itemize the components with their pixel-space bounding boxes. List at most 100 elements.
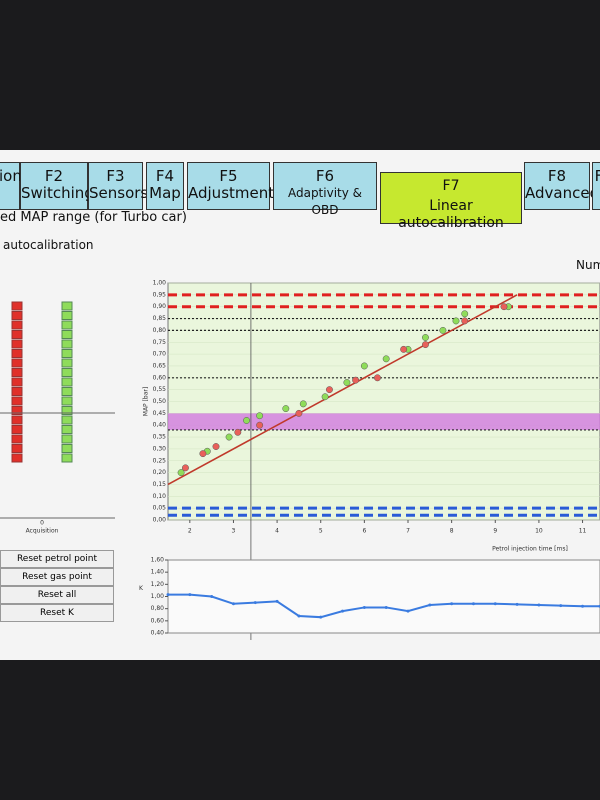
green-indicator: [61, 453, 73, 463]
k-point: [581, 604, 585, 608]
data-point: [461, 317, 469, 325]
data-point: [256, 421, 264, 429]
tab[interactable]: F6 Adaptivity & OBD: [273, 162, 377, 217]
red-indicator: [11, 396, 23, 406]
y-tick-label: 0,15: [153, 481, 167, 488]
y-tick-label: 0,20: [153, 469, 167, 476]
y-tick-label: 0,80: [153, 327, 167, 334]
k-point: [188, 593, 192, 597]
right-label: Num: [576, 258, 600, 272]
x-tick-label: 9: [493, 528, 497, 535]
fit-line: [167, 294, 518, 486]
reset-button[interactable]: Reset petrol point: [0, 550, 114, 568]
data-point: [500, 303, 508, 311]
y-tick-label: 0,35: [153, 434, 167, 441]
tab-key: F6: [315, 167, 335, 185]
data-point: [177, 469, 185, 477]
green-indicator: [61, 368, 73, 377]
k-point: [297, 614, 301, 618]
y-tick-label: 0,60: [151, 617, 165, 624]
red-indicator: [11, 320, 23, 330]
green-indicator: [61, 377, 73, 387]
y-tick-label: 0,25: [153, 457, 167, 464]
red-indicator: [11, 368, 23, 377]
y-tick-label: 0,80: [151, 605, 165, 612]
tab-label: F: [594, 167, 600, 185]
reset-button[interactable]: Reset gas point: [0, 568, 114, 586]
tab-key: F3: [106, 167, 125, 185]
green-indicator: [61, 358, 73, 368]
data-point: [352, 376, 360, 384]
x-tick-label: 2: [188, 528, 192, 535]
data-point: [295, 409, 303, 417]
k-point: [210, 595, 214, 598]
data-point: [282, 405, 290, 413]
data-point: [461, 310, 469, 318]
red-indicator: [11, 349, 23, 358]
green-indicator: [61, 415, 73, 425]
green-indicator: [61, 406, 73, 415]
y-tick-label: 1,20: [151, 581, 165, 588]
k-point: [471, 602, 475, 606]
tab-label: ion: [0, 167, 22, 185]
y-tick-label: 1,00: [151, 593, 165, 600]
y-tick-label: 0,60: [153, 374, 167, 381]
data-point: [439, 326, 447, 334]
data-point: [234, 428, 242, 436]
red-indicator: [11, 406, 23, 415]
k-point: [166, 593, 170, 597]
y-tick-label: 1,40: [151, 569, 165, 576]
y-tick-label: 0,95: [153, 291, 167, 298]
tab-label: Adjustments: [188, 184, 282, 202]
y-tick-label: 0,05: [153, 505, 167, 512]
section-title: autocalibration: [3, 238, 94, 252]
data-point: [326, 386, 333, 394]
data-point: [321, 393, 329, 401]
tab[interactable]: F2 Switching: [20, 162, 94, 210]
y-tick-label: 0,90: [153, 303, 167, 310]
tab[interactable]: F8 Advanced: [524, 162, 599, 210]
tab-label: Switching: [21, 184, 94, 202]
y-tick-label: 0,00: [153, 517, 167, 524]
k-point: [275, 599, 279, 603]
green-indicator: [61, 349, 73, 358]
data-point: [452, 317, 460, 325]
reset-button[interactable]: Reset K: [0, 604, 114, 622]
tab-key: F5: [219, 167, 238, 185]
y-tick-label: 0,85: [153, 315, 167, 322]
y-tick-label: 0,45: [153, 410, 167, 417]
tab[interactable]: F4 Map: [146, 162, 184, 210]
k-point: [559, 604, 563, 608]
tab[interactable]: F5 Adjustments: [187, 162, 282, 210]
k-point: [450, 602, 454, 606]
data-point: [422, 334, 429, 341]
green-indicator: [61, 425, 73, 434]
data-point: [382, 355, 390, 363]
acquisition-tick: 0: [40, 520, 44, 527]
green-indicator: [61, 301, 73, 311]
data-point: [212, 443, 220, 450]
green-indicator: [61, 387, 73, 396]
x-tick-label: 10: [535, 528, 543, 535]
reset-button[interactable]: Reset all: [0, 586, 114, 604]
red-indicator: [11, 377, 23, 387]
tab[interactable]: ion: [0, 162, 22, 210]
y-tick-label: 0,75: [153, 339, 167, 346]
red-indicator: [11, 425, 23, 434]
page-title: ed MAP range (for Turbo car): [0, 210, 187, 225]
tab[interactable]: F: [592, 162, 600, 210]
green-indicator: [61, 434, 73, 444]
tab[interactable]: F3 Sensors: [88, 162, 148, 210]
y-tick-label: 1,60: [151, 557, 165, 564]
red-indicator: [11, 358, 23, 368]
k-point: [537, 603, 541, 607]
tab-label: Adaptivity & OBD: [287, 186, 363, 217]
x-tick-label: 6: [362, 528, 366, 535]
tab[interactable]: F7 Linear autocalibration: [380, 172, 522, 231]
red-indicator: [11, 434, 23, 444]
tab-key: F8: [547, 167, 567, 185]
green-indicator: [61, 330, 73, 339]
green-indicator: [61, 339, 73, 349]
